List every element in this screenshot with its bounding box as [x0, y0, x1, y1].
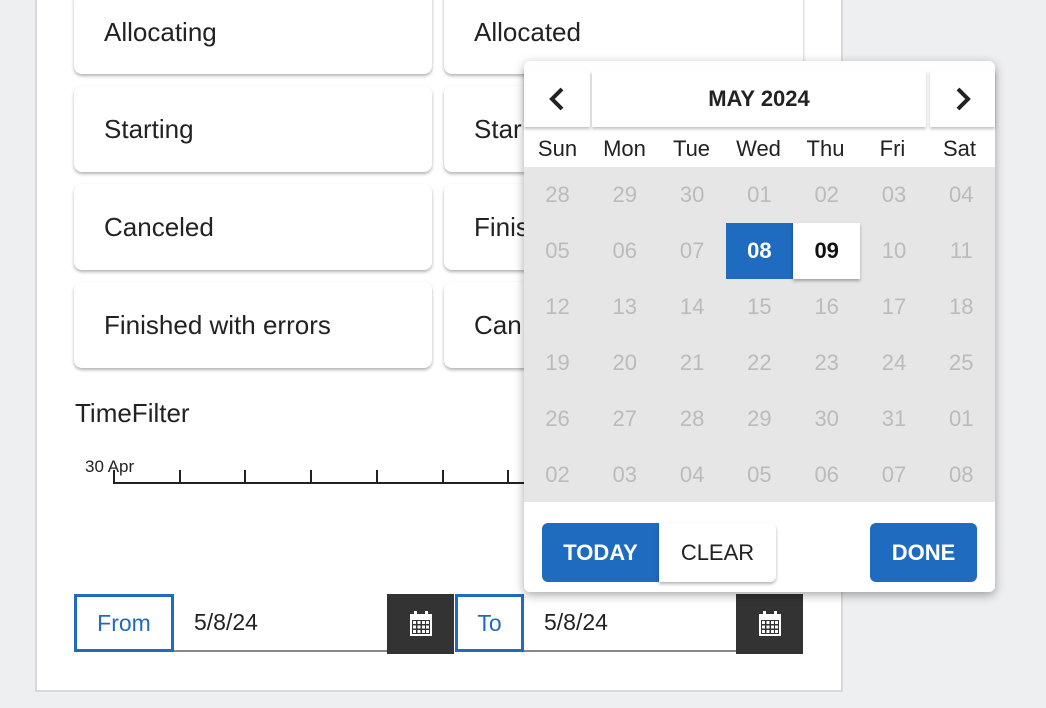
day-cell[interactable]: 24 [881, 350, 907, 375]
day-cell[interactable]: 22 [747, 350, 772, 375]
day-cell[interactable]: 29 [612, 182, 638, 207]
axis-tick [507, 470, 510, 483]
month-title: MAY 2024 [592, 71, 926, 127]
day-cell[interactable]: 28 [679, 406, 705, 431]
status-card[interactable]: Finished with errors [74, 282, 432, 368]
day-cell[interactable]: 20 [612, 350, 638, 375]
done-button[interactable]: DONE [870, 523, 977, 582]
day-cell[interactable]: 01 [747, 182, 772, 207]
day-cell[interactable]: 06 [612, 238, 638, 263]
day-cell[interactable]: 28 [545, 182, 570, 207]
day-cell[interactable]: 23 [814, 350, 839, 375]
weekday: Wed [736, 136, 781, 161]
day-cell[interactable]: 01 [949, 406, 974, 431]
from-input[interactable]: 5/8/24 [174, 594, 387, 652]
day-cell[interactable]: 16 [814, 294, 839, 319]
calendar-button[interactable] [736, 594, 803, 654]
next-month[interactable] [930, 71, 995, 127]
chevron-left [549, 87, 564, 111]
day-cell[interactable]: 27 [612, 406, 638, 431]
weekday: Sun [537, 136, 578, 161]
axis-tick [113, 470, 115, 483]
day-cell[interactable]: 08 [949, 462, 974, 487]
section-title: TimeFilter [75, 398, 190, 428]
day-cell[interactable]: 09 [793, 223, 861, 279]
day-cell[interactable]: 06 [814, 462, 839, 487]
axis-tick [441, 470, 444, 483]
axis-line [113, 482, 533, 484]
weekday: Tue [672, 136, 711, 161]
day-cell[interactable]: 14 [679, 294, 705, 319]
axis-tick [375, 470, 378, 483]
day-cell[interactable]: 30 [679, 182, 705, 207]
day-cell[interactable]: 04 [949, 182, 974, 207]
to-input[interactable]: 5/8/24 [524, 594, 736, 652]
weekday: Fri [879, 136, 906, 161]
day-cell[interactable]: 18 [949, 294, 974, 319]
day-cell[interactable]: 31 [881, 406, 907, 431]
day-cell[interactable]: 05 [747, 462, 772, 487]
day-cell[interactable]: 04 [679, 462, 705, 487]
day-cell[interactable]: 11 [949, 238, 973, 263]
day-cell[interactable]: 17 [881, 294, 907, 319]
day-cell[interactable]: 02 [545, 462, 570, 487]
day-cell[interactable]: 25 [949, 350, 974, 375]
day-cell[interactable]: 12 [545, 294, 570, 319]
clear-button[interactable]: CLEAR [659, 523, 776, 582]
day-cell[interactable]: 13 [612, 294, 638, 319]
day-cell[interactable]: 21 [679, 350, 705, 375]
day-cell[interactable]: 29 [747, 406, 772, 431]
axis-label: 30 Apr [85, 457, 135, 476]
calendar-icon [409, 611, 432, 636]
calendar-button[interactable] [387, 594, 454, 654]
day-cell[interactable]: 05 [545, 238, 570, 263]
weekday: Mon [603, 136, 646, 161]
axis-tick [244, 470, 247, 483]
day-cell[interactable]: 19 [545, 350, 570, 375]
weekday-row: Sun Mon Tue Wed Thu Fri Sat [524, 136, 995, 162]
day-cell[interactable]: 07 [881, 462, 907, 487]
from-label: From [74, 594, 174, 652]
status-card[interactable]: Allocating [74, 0, 432, 74]
prev-month[interactable] [524, 71, 590, 127]
axis-tick [310, 470, 313, 483]
calendar-icon [758, 611, 781, 636]
weekday: Sat [942, 136, 977, 161]
day-cell[interactable]: 03 [881, 182, 907, 207]
day-cell[interactable]: 26 [545, 406, 570, 431]
chevron-right [956, 87, 971, 111]
day-cell[interactable]: 15 [747, 294, 772, 319]
day-cell[interactable]: 10 [881, 238, 907, 263]
date-picker: MAY 2024 Sun Mon Tue Wed Thu Fri Sat 28 29 30 01 0… [524, 61, 995, 592]
status-card[interactable]: Canceled [74, 184, 432, 270]
status-card[interactable]: Starting [74, 86, 432, 172]
day-cell[interactable]: 03 [612, 462, 638, 487]
day-cell[interactable]: 30 [814, 406, 839, 431]
day-cell[interactable]: 07 [679, 238, 705, 263]
day-cell[interactable]: 02 [814, 182, 839, 207]
today-button[interactable]: TODAY [542, 523, 659, 582]
day-grid: 28 29 30 01 02 03 04 05 06 07 08 09 10 11 12 13 14 15 16 17… [524, 167, 995, 502]
axis-tick [178, 470, 181, 483]
weekday: Thu [806, 136, 845, 161]
to-label: To [455, 594, 524, 652]
day-cell[interactable]: 08 [725, 223, 793, 279]
